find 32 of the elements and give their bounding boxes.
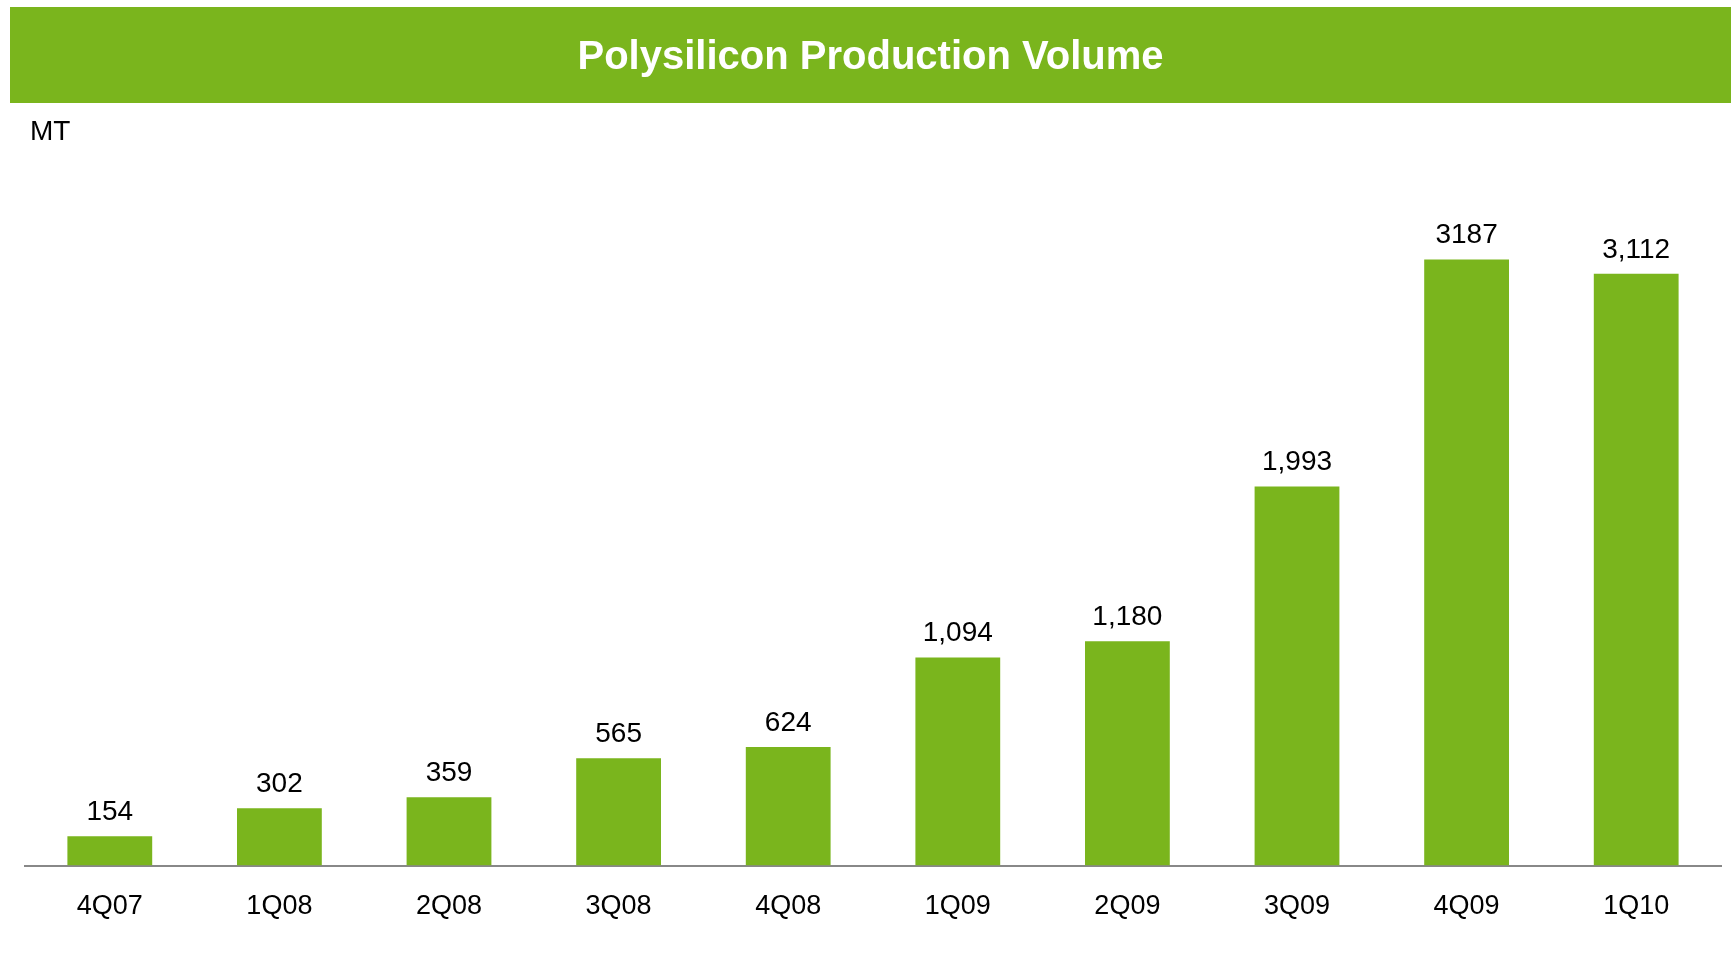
bar: [406, 797, 492, 866]
bar: [915, 657, 1001, 866]
x-tick-label: 3Q09: [1263, 890, 1331, 921]
bar: [67, 836, 153, 866]
chart-title: Polysilicon Production Volume: [10, 7, 1731, 103]
x-tick-label: 4Q07: [76, 890, 143, 921]
bar: [1085, 641, 1170, 866]
bar: [1254, 486, 1340, 866]
data-label: 1,180: [1092, 599, 1163, 631]
data-label: 359: [425, 756, 473, 788]
x-tick-label: 2Q08: [415, 890, 483, 921]
x-tick-label: 1Q09: [924, 890, 991, 921]
data-label: 565: [595, 716, 642, 748]
data-label: 1,993: [1261, 445, 1333, 477]
data-label: 1,094: [922, 616, 993, 648]
bar: [745, 746, 831, 866]
bar: [1424, 259, 1509, 866]
y-axis-title: MT: [30, 115, 71, 147]
bar: [237, 808, 322, 866]
bar: [576, 758, 661, 866]
data-label: 302: [256, 766, 303, 798]
data-label: 3,112: [1602, 232, 1671, 264]
bar: [1593, 273, 1679, 866]
data-label: 3187: [1435, 218, 1498, 250]
x-tick-label: 3Q08: [585, 890, 652, 921]
x-tick-label: 1Q08: [246, 890, 313, 921]
x-tick-label: 1Q10: [1603, 890, 1670, 921]
data-label: 624: [764, 705, 812, 737]
x-tick-label: 4Q08: [755, 890, 822, 921]
x-tick-label: 4Q09: [1433, 890, 1500, 921]
x-tick-label: 2Q09: [1094, 890, 1161, 921]
data-label: 154: [86, 795, 134, 827]
